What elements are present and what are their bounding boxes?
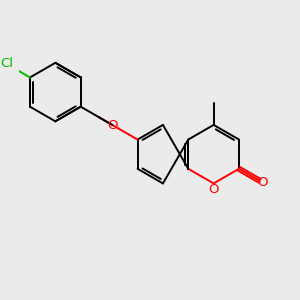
Text: O: O [258, 176, 268, 189]
Text: O: O [107, 118, 118, 132]
Text: Cl: Cl [0, 57, 13, 70]
Text: O: O [208, 183, 219, 196]
